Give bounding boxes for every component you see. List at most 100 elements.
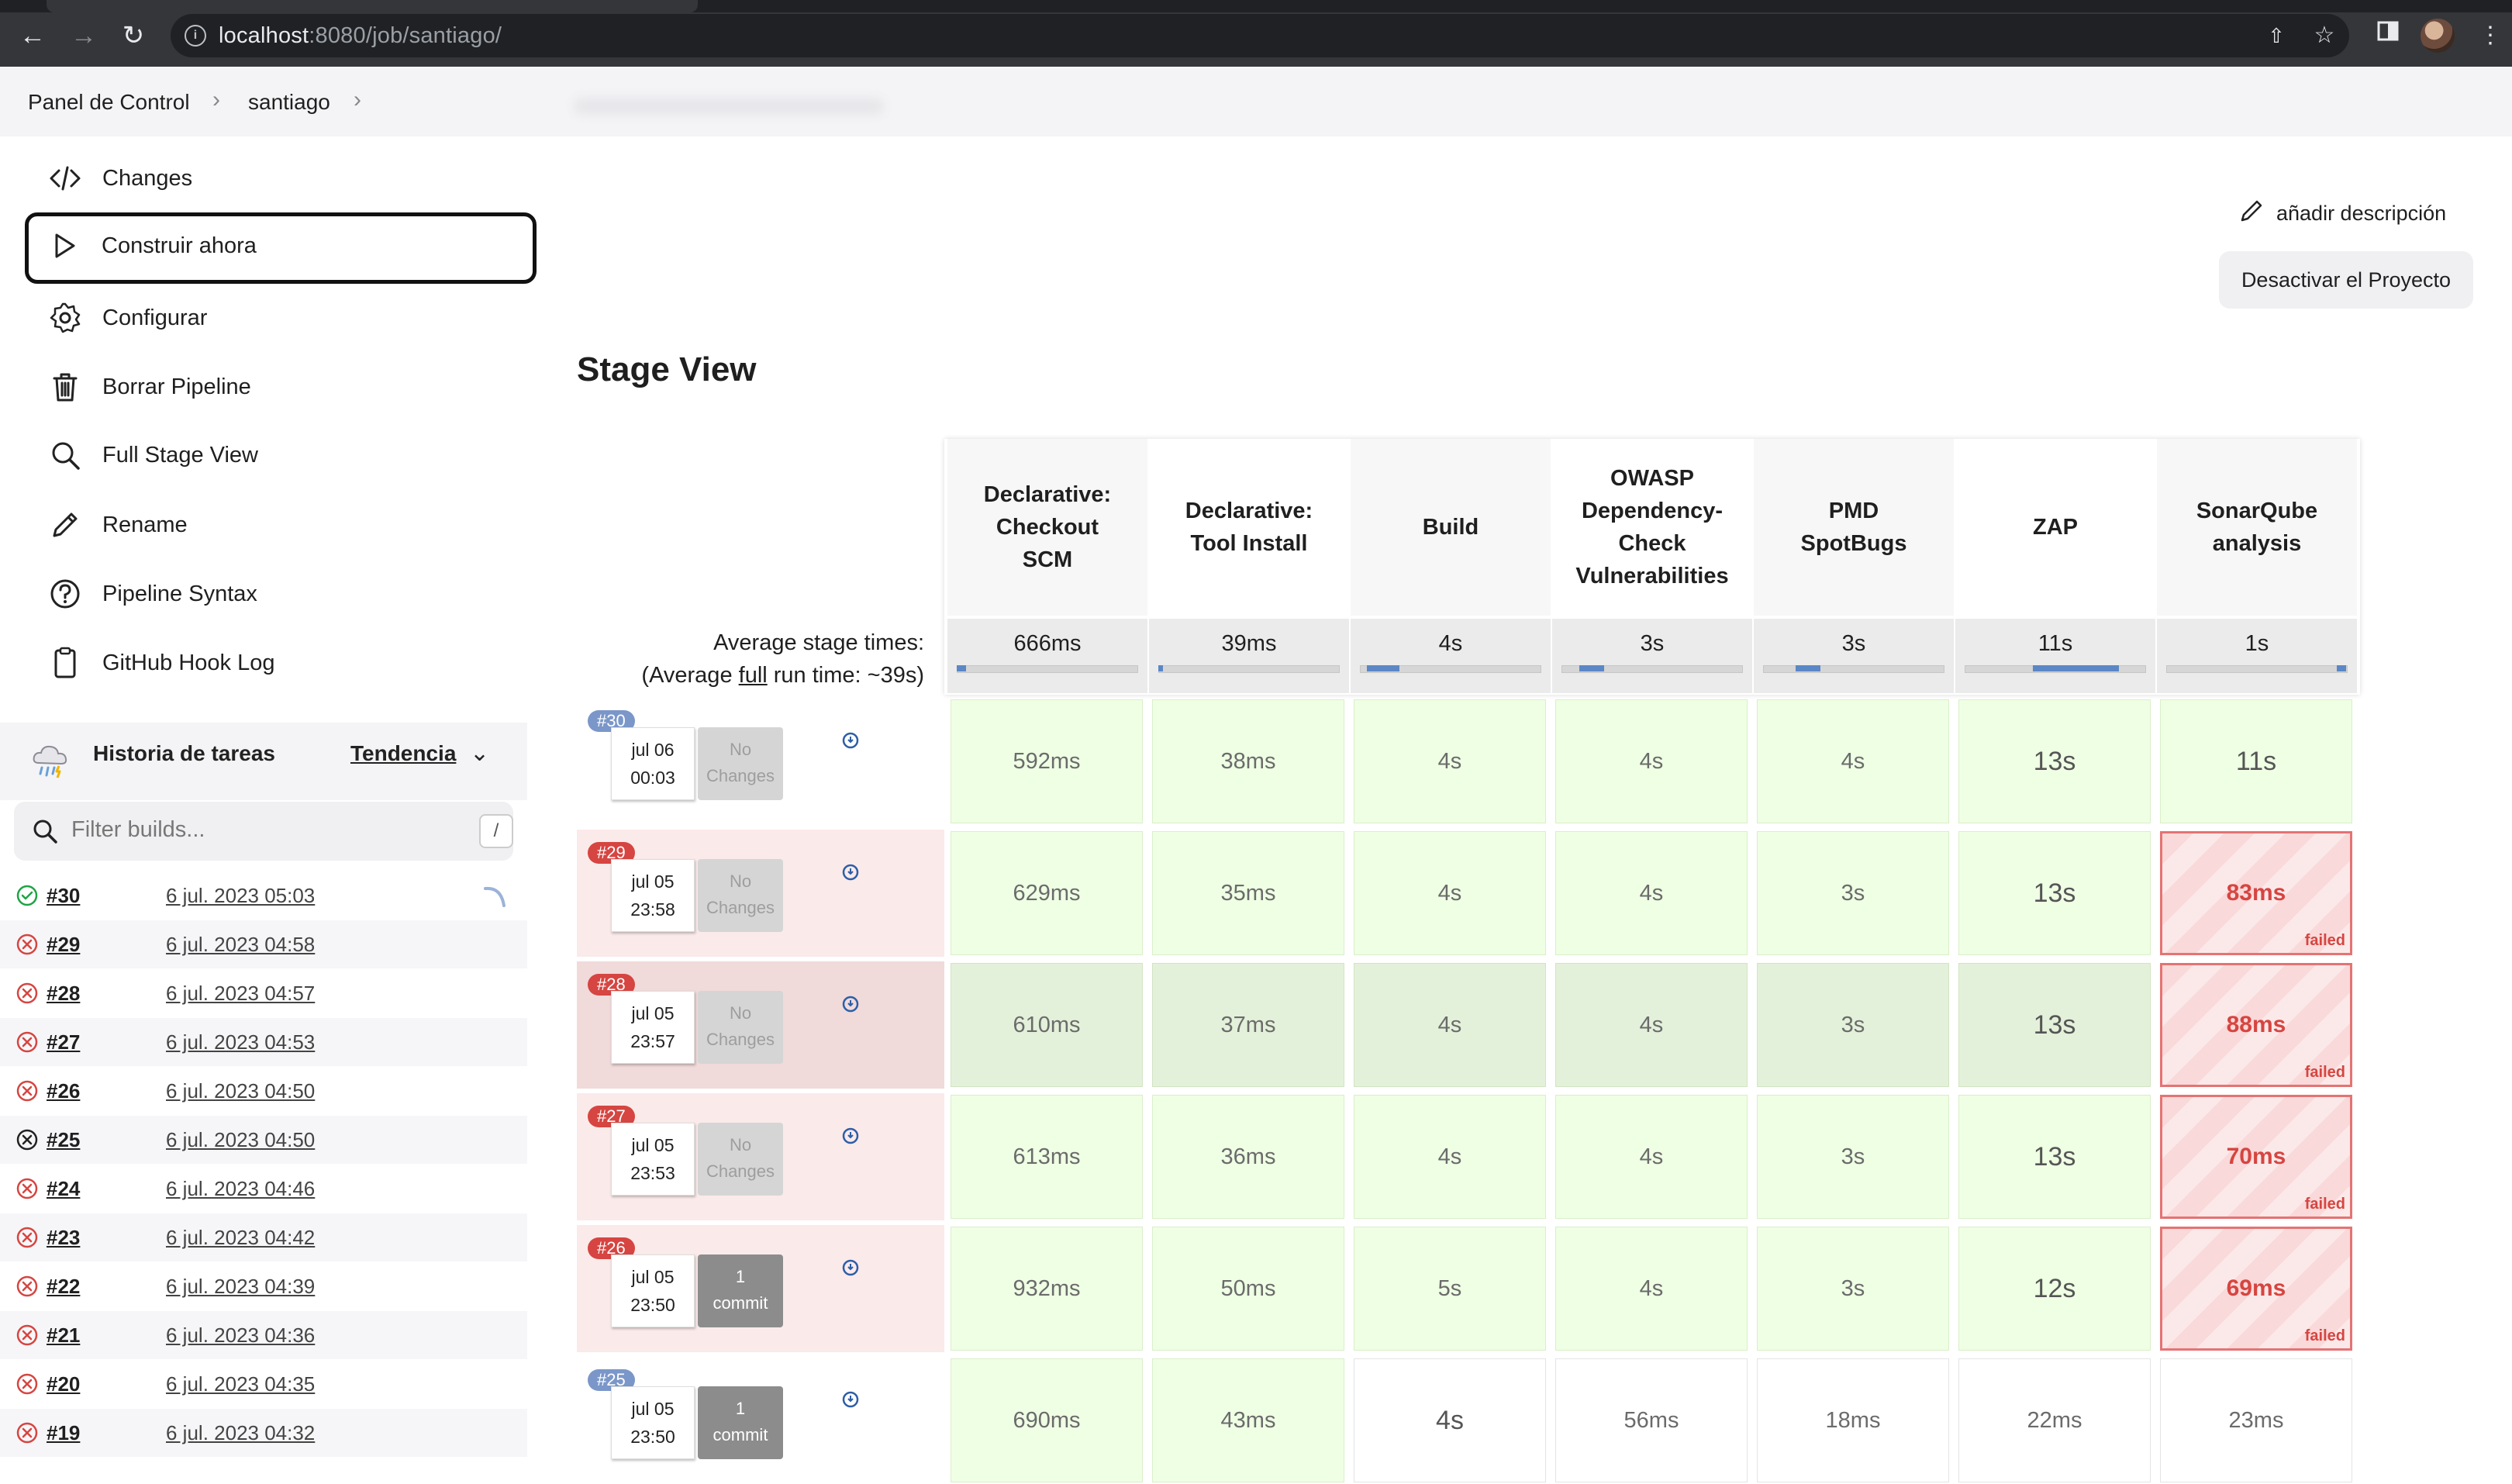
stage-cell[interactable]: 3s	[1757, 1227, 1949, 1351]
download-artifact-icon[interactable]	[840, 994, 861, 1014]
build-history-row[interactable]: #26 6 jul. 2023 04:50	[0, 1067, 527, 1115]
build-date-link[interactable]: 6 jul. 2023 04:35	[166, 1372, 316, 1396]
stage-cell[interactable]: 3s	[1757, 1095, 1949, 1219]
build-date-link[interactable]: 6 jul. 2023 04:58	[166, 933, 316, 956]
stage-cell[interactable]: 35ms	[1152, 831, 1344, 955]
stage-cell[interactable]: 23ms	[2160, 1358, 2352, 1482]
build-date-link[interactable]: 6 jul. 2023 04:57	[166, 982, 316, 1005]
stage-cell[interactable]: 13s	[1958, 831, 2151, 955]
trend-link[interactable]: Tendencia	[350, 741, 457, 765]
address-bar[interactable]: i localhost:8080/job/santiago/	[171, 14, 2349, 57]
stage-cell[interactable]: 5s	[1354, 1227, 1546, 1351]
build-number-link[interactable]: #20	[47, 1372, 81, 1396]
build-history-row[interactable]: #23 6 jul. 2023 04:42	[0, 1213, 527, 1261]
stage-cell[interactable]: 592ms	[951, 699, 1143, 823]
stage-cell[interactable]: 36ms	[1152, 1095, 1344, 1219]
reload-icon[interactable]: ↻	[122, 21, 145, 50]
build-history-row[interactable]: #19 6 jul. 2023 04:32	[0, 1409, 527, 1457]
sidebar-item-full-stage-view[interactable]: Full Stage View	[28, 423, 530, 488]
stage-cell[interactable]: 4s	[1354, 699, 1546, 823]
full-run-link[interactable]: full	[738, 663, 768, 688]
stage-cell[interactable]: 4s	[1354, 1358, 1546, 1482]
download-artifact-icon[interactable]	[840, 1258, 861, 1278]
stage-cell[interactable]: 610ms	[951, 963, 1143, 1087]
stage-cell[interactable]: 50ms	[1152, 1227, 1344, 1351]
stage-cell[interactable]: 70ms failed	[2160, 1095, 2352, 1219]
download-artifact-icon[interactable]	[840, 1389, 861, 1410]
build-number-link[interactable]: #30	[47, 884, 81, 907]
build-history-row[interactable]: #25 6 jul. 2023 04:50	[0, 1116, 527, 1164]
filter-builds-input[interactable]: Filter builds... /	[14, 802, 513, 861]
build-number-link[interactable]: #21	[47, 1324, 81, 1347]
build-number-link[interactable]: #27	[47, 1030, 81, 1054]
stage-cell[interactable]: 3s	[1757, 963, 1949, 1087]
build-history-row[interactable]: #30 6 jul. 2023 05:03	[0, 871, 527, 927]
run-changes[interactable]: 1 commit	[698, 1386, 783, 1459]
stage-cell[interactable]: 69ms failed	[2160, 1227, 2352, 1351]
site-info-icon[interactable]: i	[185, 25, 206, 47]
breadcrumb-dashboard[interactable]: Panel de Control	[28, 90, 190, 114]
stage-cell[interactable]: 13s	[1958, 963, 2151, 1087]
build-date-link[interactable]: 6 jul. 2023 04:32	[166, 1421, 316, 1444]
build-date-link[interactable]: 6 jul. 2023 04:50	[166, 1079, 316, 1103]
stage-cell[interactable]: 18ms	[1757, 1358, 1949, 1482]
stage-cell[interactable]: 13s	[1958, 1095, 2151, 1219]
build-history-row[interactable]: #24 6 jul. 2023 04:46	[0, 1165, 527, 1213]
stage-cell[interactable]: 88ms failed	[2160, 963, 2352, 1087]
build-number-link[interactable]: #25	[47, 1128, 81, 1151]
sidebar-item-pipeline-syntax[interactable]: Pipeline Syntax	[28, 561, 530, 626]
stage-cell[interactable]: 11s	[2160, 699, 2352, 823]
sidebar-item-configure[interactable]: Configurar	[28, 285, 530, 350]
pipeline-run-row[interactable]: #25 jul 05 23:50 1 commit	[577, 1357, 944, 1484]
sidebar-item-rename[interactable]: Rename	[28, 492, 530, 557]
build-number-link[interactable]: #22	[47, 1275, 81, 1298]
download-artifact-icon[interactable]	[840, 862, 861, 882]
chevron-down-icon[interactable]: ⌄	[470, 740, 490, 766]
stage-cell[interactable]: 629ms	[951, 831, 1143, 955]
stage-cell[interactable]: 3s	[1757, 831, 1949, 955]
back-icon[interactable]: ←	[19, 21, 46, 50]
download-artifact-icon[interactable]	[840, 730, 861, 751]
stage-cell[interactable]: 4s	[1555, 699, 1748, 823]
stage-cell[interactable]: 12s	[1958, 1227, 2151, 1351]
stage-cell[interactable]: 43ms	[1152, 1358, 1344, 1482]
stage-cell[interactable]: 613ms	[951, 1095, 1143, 1219]
stage-cell[interactable]: 22ms	[1958, 1358, 2151, 1482]
build-date-link[interactable]: 6 jul. 2023 04:53	[166, 1030, 316, 1054]
stage-cell[interactable]: 83ms failed	[2160, 831, 2352, 955]
build-number-link[interactable]: #19	[47, 1421, 81, 1444]
build-number-link[interactable]: #23	[47, 1226, 81, 1249]
deactivate-project-button[interactable]: Desactivar el Proyecto	[2219, 251, 2473, 309]
stage-cell[interactable]: 4s	[1354, 963, 1546, 1087]
stage-cell[interactable]: 38ms	[1152, 699, 1344, 823]
active-tab[interactable]	[47, 0, 698, 12]
build-date-link[interactable]: 6 jul. 2023 04:50	[166, 1128, 316, 1151]
build-history-row[interactable]: #22 6 jul. 2023 04:39	[0, 1262, 527, 1310]
download-artifact-icon[interactable]	[840, 1126, 861, 1146]
stage-cell[interactable]: 4s	[1757, 699, 1949, 823]
stage-cell[interactable]: 4s	[1555, 831, 1748, 955]
stage-cell[interactable]: 4s	[1555, 1227, 1748, 1351]
build-date-link[interactable]: 6 jul. 2023 04:39	[166, 1275, 316, 1298]
sidebar-item-github-hook-log[interactable]: GitHub Hook Log	[28, 630, 530, 695]
build-number-link[interactable]: #26	[47, 1079, 81, 1103]
menu-kebab-icon[interactable]: ⋮	[2479, 22, 2502, 48]
stage-cell[interactable]: 690ms	[951, 1358, 1143, 1482]
build-history-row[interactable]: #27 6 jul. 2023 04:53	[0, 1018, 527, 1066]
forward-icon[interactable]: →	[71, 21, 97, 50]
build-number-link[interactable]: #28	[47, 982, 81, 1005]
build-date-link[interactable]: 6 jul. 2023 04:46	[166, 1177, 316, 1200]
pipeline-run-row[interactable]: #30 jul 06 00:03 No Changes	[577, 698, 944, 825]
profile-avatar[interactable]	[2421, 19, 2455, 53]
build-history-row[interactable]: #29 6 jul. 2023 04:58	[0, 920, 527, 968]
add-description-link[interactable]: añadir descripción	[2238, 197, 2470, 228]
sidebar-item-build-now[interactable]: Construir ahora	[25, 212, 537, 284]
build-history-row[interactable]: #28 6 jul. 2023 04:57	[0, 969, 527, 1017]
side-panel-icon[interactable]	[2371, 19, 2405, 53]
pipeline-run-row[interactable]: #26 jul 05 23:50 1 commit	[577, 1225, 944, 1352]
stage-cell[interactable]: 4s	[1354, 1095, 1546, 1219]
pipeline-run-row[interactable]: #28 jul 05 23:57 No Changes	[577, 961, 944, 1089]
sidebar-item-delete-pipeline[interactable]: Borrar Pipeline	[28, 354, 530, 419]
stage-cell[interactable]: 4s	[1354, 831, 1546, 955]
build-number-link[interactable]: #24	[47, 1177, 81, 1200]
